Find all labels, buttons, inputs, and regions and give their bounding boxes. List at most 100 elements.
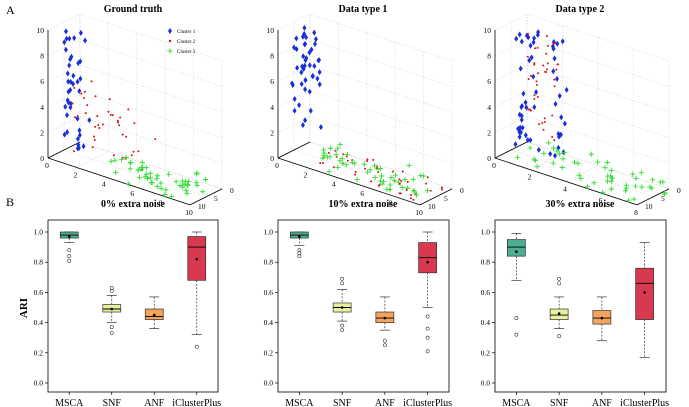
outlier-point bbox=[109, 285, 114, 290]
cluster2-point bbox=[96, 115, 99, 118]
cluster2-point bbox=[94, 95, 97, 98]
x-tick-label: 6 bbox=[360, 189, 364, 198]
gridline-z bbox=[47, 90, 223, 138]
cluster3-point bbox=[202, 176, 209, 183]
cluster3-point bbox=[631, 196, 637, 202]
cluster3-point bbox=[639, 184, 645, 190]
cluster2-point bbox=[554, 41, 557, 44]
cluster2-point bbox=[553, 85, 556, 88]
cluster1-point bbox=[87, 117, 92, 124]
cluster3-point bbox=[534, 163, 540, 170]
x-tick-label: 2 bbox=[74, 170, 78, 179]
cluster2-point bbox=[441, 186, 444, 189]
cluster2-point bbox=[527, 108, 530, 111]
cluster3-point bbox=[162, 191, 168, 198]
cluster1-point bbox=[520, 103, 525, 110]
cluster2-point bbox=[101, 123, 104, 126]
cluster2-point bbox=[137, 150, 140, 153]
cluster3-point bbox=[123, 154, 129, 160]
cluster3-point bbox=[388, 174, 394, 181]
y-tick-label: 0.0 bbox=[34, 379, 44, 388]
cluster3-point bbox=[361, 161, 367, 167]
cluster2-point bbox=[127, 108, 130, 111]
cluster3-point bbox=[405, 185, 411, 191]
cluster1-point bbox=[302, 62, 307, 69]
cluster2-point bbox=[332, 166, 335, 169]
cluster2-point bbox=[546, 44, 549, 47]
y-tick-label: 0.4 bbox=[481, 318, 491, 327]
cluster2-point bbox=[535, 80, 538, 83]
cluster3-point bbox=[375, 166, 381, 172]
cluster3-point bbox=[622, 188, 629, 194]
cluster3-point bbox=[609, 175, 616, 181]
cluster1-point bbox=[303, 40, 308, 47]
gridline-z bbox=[494, 13, 670, 62]
cluster1-point bbox=[523, 132, 528, 139]
y-tick-label: 0.2 bbox=[264, 348, 274, 357]
cluster3-point bbox=[387, 182, 393, 188]
x-tick-label: 0 bbox=[275, 161, 279, 170]
boxplot-panel-0-noise: 0% extra noise ARI 0.0 0.2 0.4 0.6 0.8 1.0 MSC… bbox=[18, 199, 221, 407]
cluster1-point bbox=[68, 56, 73, 63]
mean-marker bbox=[195, 257, 199, 261]
gridline-z bbox=[47, 39, 223, 87]
cluster2-point bbox=[527, 78, 530, 81]
panel-title: 0% extra noise bbox=[101, 199, 165, 210]
x-category-label: SNF bbox=[103, 398, 122, 407]
z-tick-label: 8 bbox=[487, 52, 491, 61]
cluster1-point bbox=[78, 58, 83, 65]
z-tick-label: 10 bbox=[267, 26, 275, 35]
cluster1-point bbox=[68, 104, 73, 111]
cluster2-point bbox=[401, 170, 404, 173]
cluster3-point bbox=[327, 145, 334, 151]
cluster2-point bbox=[121, 133, 124, 136]
cluster3-point bbox=[546, 140, 552, 146]
cluster3-point bbox=[367, 167, 373, 173]
cluster3-point bbox=[632, 183, 639, 189]
cluster3-point bbox=[554, 148, 560, 154]
x-tick-label: 10 bbox=[415, 208, 423, 217]
panel-title: Ground truth bbox=[104, 4, 163, 15]
x-tick-label: 8 bbox=[389, 198, 393, 207]
cluster1-point bbox=[551, 45, 556, 52]
gridline-x bbox=[161, 51, 194, 196]
y-axis-label: ARI bbox=[18, 298, 30, 318]
cluster2-point bbox=[429, 189, 432, 192]
cluster1-point bbox=[295, 64, 300, 71]
mean-marker bbox=[515, 250, 518, 253]
gridline-x bbox=[104, 32, 138, 177]
cluster1-point bbox=[556, 130, 561, 137]
depth-axis-line bbox=[419, 188, 453, 206]
cluster3-point bbox=[657, 179, 663, 185]
cluster3-point bbox=[354, 177, 360, 183]
x-category-label: iClusterPlus bbox=[172, 398, 221, 407]
cluster1-point bbox=[308, 107, 313, 114]
cluster2-point bbox=[366, 158, 369, 161]
cluster3-point bbox=[333, 152, 339, 158]
cluster1-point bbox=[531, 73, 536, 80]
cluster1-point bbox=[68, 78, 73, 85]
cluster1-point bbox=[72, 34, 77, 41]
cluster3-point bbox=[148, 180, 154, 186]
cluster2-point bbox=[370, 180, 373, 183]
cluster2-point bbox=[354, 173, 357, 176]
gridline-y bbox=[510, 22, 654, 198]
gridline-x bbox=[189, 60, 223, 206]
cluster3-point bbox=[147, 175, 154, 181]
cluster1-point bbox=[62, 39, 67, 46]
cluster3-point bbox=[378, 173, 385, 179]
gridline-y bbox=[47, 30, 191, 206]
cluster3-point bbox=[560, 156, 566, 162]
cluster1-point bbox=[312, 41, 317, 48]
outlier-point bbox=[557, 281, 562, 286]
y-tick-label: 0.6 bbox=[481, 288, 491, 297]
cluster2-point bbox=[112, 154, 115, 157]
cluster1-point bbox=[65, 129, 70, 136]
cluster2-point bbox=[98, 126, 101, 129]
cluster2-point bbox=[86, 104, 89, 107]
cluster2-point bbox=[534, 47, 537, 50]
outlier-point bbox=[382, 343, 387, 348]
y-tick-label: 10 bbox=[645, 202, 653, 211]
x-tick-label: 4 bbox=[563, 184, 567, 193]
cluster3-point bbox=[119, 156, 125, 163]
